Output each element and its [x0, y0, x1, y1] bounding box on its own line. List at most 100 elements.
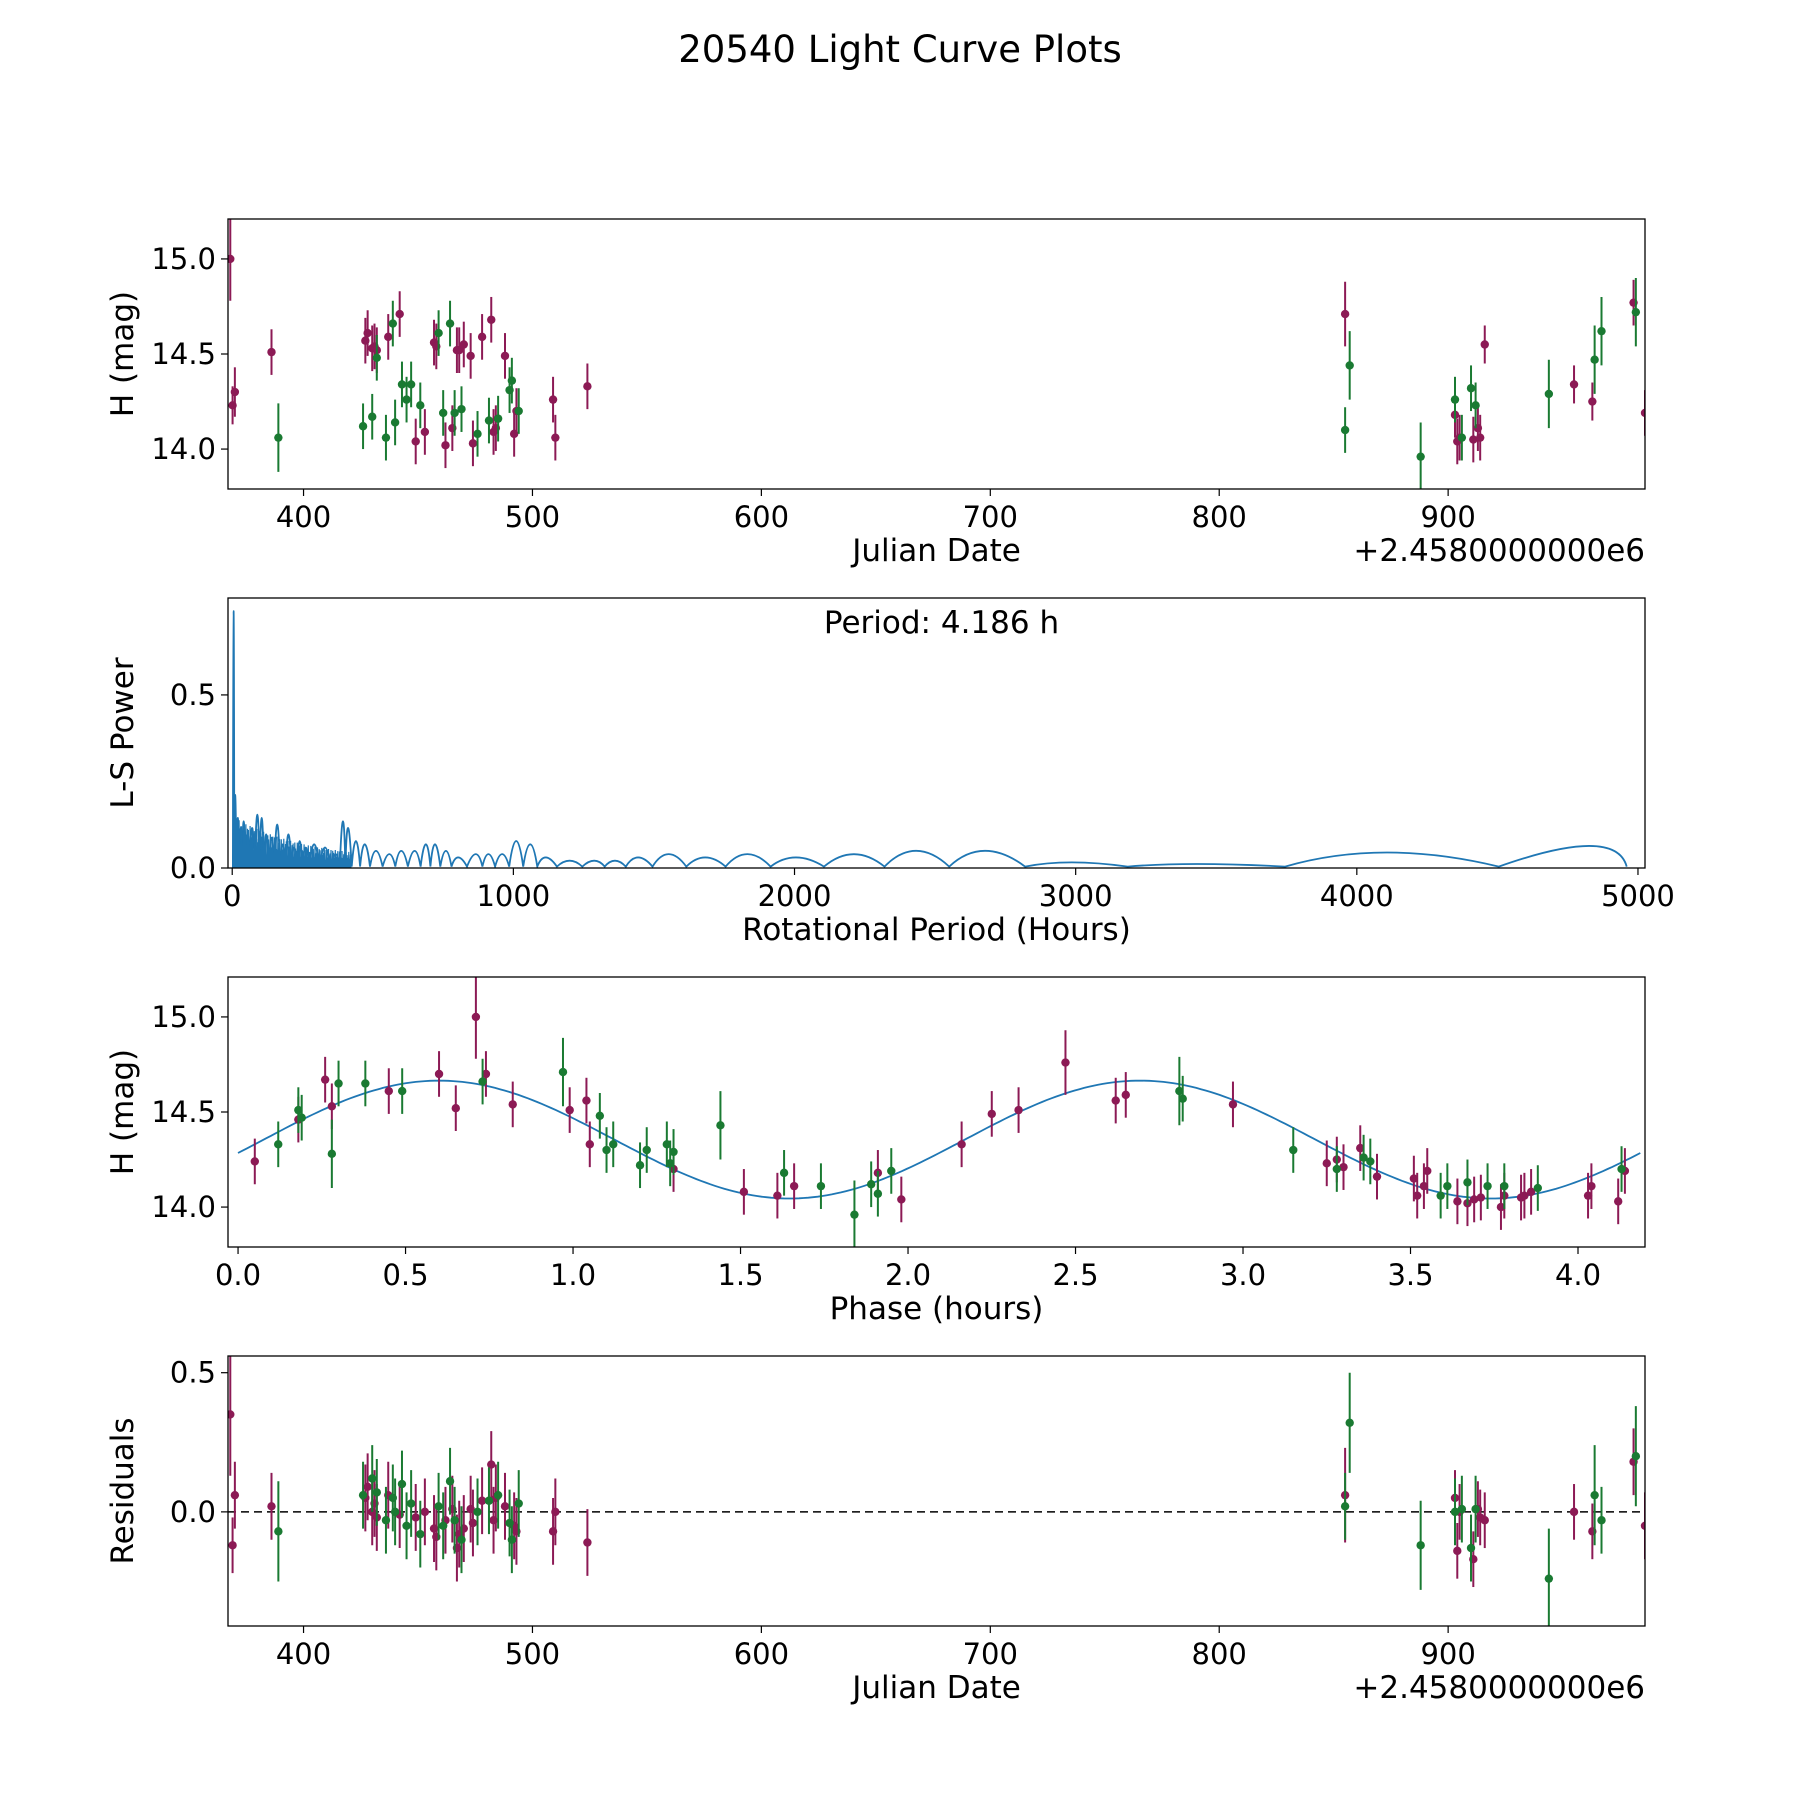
data-point: [1587, 1181, 1596, 1191]
data-point: [434, 328, 443, 338]
data-point: [1423, 1166, 1432, 1176]
x-tick-label: 5000: [1601, 879, 1675, 913]
x-tick-label: 2.0: [885, 1258, 931, 1292]
data-point: [1436, 1191, 1445, 1200]
data-point: [897, 1195, 906, 1204]
x-axis-label: Rotational Period (Hours): [742, 912, 1131, 948]
x-tick-label: 0.5: [382, 1258, 428, 1292]
y-tick-label: 14.0: [151, 1190, 216, 1224]
x-tick-label: 2.5: [1052, 1258, 1098, 1292]
axes-frame: [227, 1355, 1646, 1627]
data-point: [434, 1502, 443, 1511]
data-point: [1569, 380, 1579, 389]
x-tick-label: 400: [276, 500, 331, 534]
data-point: [493, 1490, 503, 1500]
phase-folded-panel: 0.0 0.5 1.0 1.5 2.0 2.5 3.0 3.5 4.0 14.0 14.5 15.0 P…: [105, 976, 1646, 1327]
plot-area: [237, 977, 1641, 1247]
x-tick-label: 2000: [758, 879, 832, 913]
plot-area: [228, 219, 1645, 489]
data-point: [438, 408, 448, 418]
data-point: [558, 1067, 568, 1077]
periodogram-panel: 0 1000 2000 3000 4000 5000 0.0 0.5 Rotational Pe…: [105, 597, 1675, 948]
x-tick-label: 800: [1192, 1637, 1247, 1671]
x-tick-label: 3.0: [1220, 1258, 1266, 1292]
x-tick-label: 600: [734, 500, 789, 534]
data-point: [455, 345, 464, 355]
x-tick-label: 3.5: [1387, 1258, 1433, 1292]
data-point: [987, 1109, 996, 1119]
data-point: [438, 1521, 448, 1530]
x-tick-label: 500: [505, 1637, 560, 1671]
data-point: [1640, 1521, 1645, 1530]
x-tick-label: 1.0: [550, 1258, 596, 1292]
x-tick-label: 1.5: [717, 1258, 763, 1292]
data-point: [1340, 1502, 1350, 1511]
data-point: [1453, 1546, 1462, 1556]
data-point: [484, 1496, 494, 1505]
x-axis-label: Julian Date: [850, 1670, 1021, 1706]
data-point: [1466, 384, 1476, 393]
data-point: [585, 1140, 594, 1149]
data-point: [459, 340, 468, 349]
data-point: [420, 427, 430, 437]
data-point: [230, 387, 240, 397]
data-point: [484, 416, 494, 425]
data-point: [1597, 1516, 1606, 1525]
data-point: [358, 422, 368, 431]
data-point: [548, 395, 558, 404]
plot-area: [232, 610, 1628, 868]
figure-title: 20540 Light Curve Plots: [678, 28, 1122, 71]
data-point: [228, 1541, 237, 1550]
y-tick-label: 0.5: [170, 678, 216, 712]
data-point: [873, 1189, 883, 1198]
data-point: [1453, 1197, 1462, 1206]
data-point: [1471, 1504, 1480, 1514]
data-point: [397, 380, 407, 389]
data-point: [583, 382, 592, 391]
data-point: [887, 1166, 896, 1176]
data-point: [1476, 1193, 1486, 1202]
data-point: [487, 315, 496, 324]
magenta-series: [228, 1356, 1645, 1588]
data-point: [514, 406, 523, 416]
data-point: [1111, 1096, 1120, 1105]
data-point: [457, 1535, 466, 1544]
data-point: [327, 1102, 337, 1111]
data-point: [507, 1535, 517, 1544]
x-tick-label: 700: [963, 500, 1018, 534]
data-point: [514, 1499, 523, 1508]
data-point: [267, 347, 276, 357]
x-tick-label: 500: [505, 500, 560, 534]
data-point: [500, 1502, 510, 1511]
data-point: [450, 1516, 459, 1525]
data-point: [1289, 1145, 1298, 1155]
data-point: [481, 1069, 491, 1079]
data-point: [445, 1477, 455, 1486]
green-series: [274, 1372, 1641, 1626]
data-point: [320, 1075, 330, 1084]
x-tick-label: 4000: [1320, 879, 1394, 913]
green-series: [274, 277, 1641, 489]
data-point: [1466, 1543, 1476, 1553]
data-point: [1483, 1181, 1492, 1191]
x-offset-text: +2.4580000000e6: [1353, 1670, 1645, 1706]
data-point: [397, 1479, 407, 1489]
data-point: [582, 1096, 591, 1105]
data-point: [406, 380, 416, 389]
data-point: [1345, 361, 1354, 370]
data-point: [1345, 1418, 1354, 1428]
data-point: [327, 1149, 337, 1159]
data-point: [635, 1161, 645, 1170]
data-point: [1480, 340, 1489, 349]
data-point: [500, 351, 510, 361]
data-point: [662, 1140, 672, 1149]
data-point: [1597, 326, 1606, 336]
data-point: [334, 1079, 343, 1088]
data-point: [1366, 1157, 1375, 1166]
data-point: [1413, 1191, 1422, 1200]
data-point: [1409, 1174, 1419, 1183]
data-point: [468, 439, 478, 448]
data-point: [957, 1140, 966, 1149]
period-annotation: Period: 4.186 h: [824, 605, 1059, 641]
data-point: [416, 401, 425, 410]
